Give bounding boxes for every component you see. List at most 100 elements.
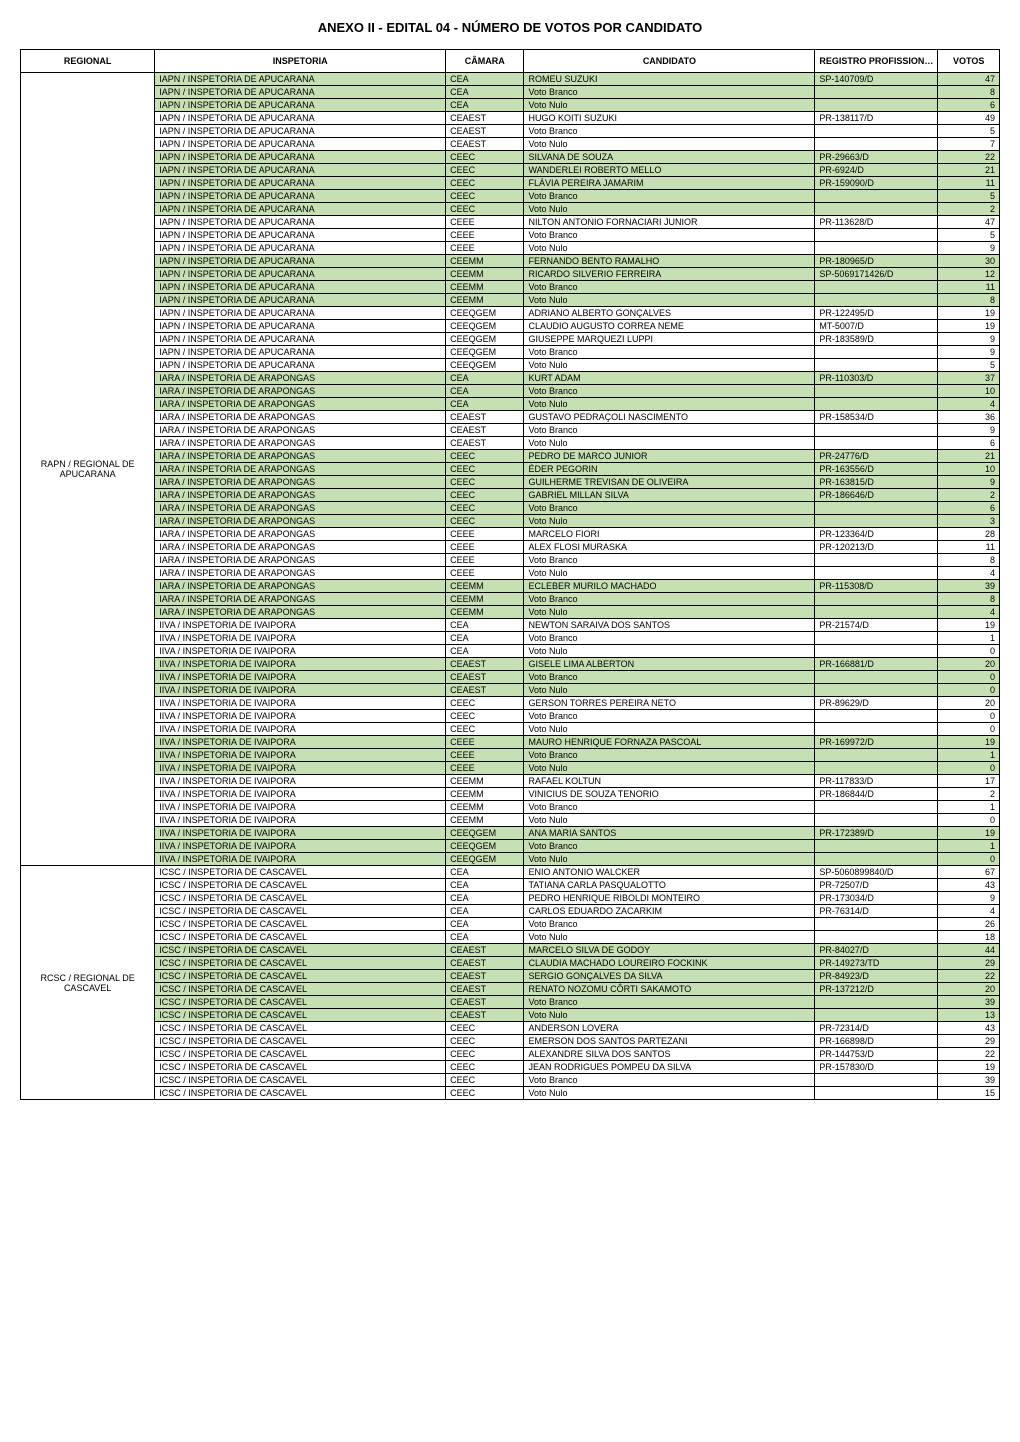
cell-candidato: Voto Branco (524, 229, 815, 242)
cell-inspetoria: ICSC / INSPETORIA DE CASCAVEL (155, 892, 446, 905)
cell-registro (815, 86, 938, 99)
cell-inspetoria: ICSC / INSPETORIA DE CASCAVEL (155, 970, 446, 983)
cell-candidato: ROMEU SUZUKI (524, 73, 815, 86)
cell-registro: PR-163556/D (815, 463, 938, 476)
cell-inspetoria: IAPN / INSPETORIA DE APUCARANA (155, 73, 446, 86)
table-row: IIVA / INSPETORIA DE IVAIPORACEECVoto Br… (21, 710, 1000, 723)
cell-candidato: CARLOS EDUARDO ZACARKIM (524, 905, 815, 918)
cell-camara: CEEC (446, 164, 524, 177)
cell-camara: CEAEST (446, 957, 524, 970)
table-row: IARA / INSPETORIA DE ARAPONGASCEECGUILHE… (21, 476, 1000, 489)
table-row: ICSC / INSPETORIA DE CASCAVELCEATATIANA … (21, 879, 1000, 892)
cell-votos: 5 (938, 359, 1000, 372)
cell-candidato: Voto Nulo (524, 203, 815, 216)
table-row: IIVA / INSPETORIA DE IVAIPORACEECGERSON … (21, 697, 1000, 710)
cell-inspetoria: IARA / INSPETORIA DE ARAPONGAS (155, 502, 446, 515)
table-row: IAPN / INSPETORIA DE APUCARANACEECWANDER… (21, 164, 1000, 177)
cell-camara: CEEC (446, 450, 524, 463)
col-registro: REGISTRO PROFISSIONAL (815, 50, 938, 73)
cell-votos: 2 (938, 203, 1000, 216)
cell-camara: CEA (446, 398, 524, 411)
cell-candidato: Voto Nulo (524, 853, 815, 866)
table-body: RAPN / REGIONAL DE APUCARANAIAPN / INSPE… (21, 73, 1000, 1100)
cell-candidato: FERNANDO BENTO RAMALHO (524, 255, 815, 268)
cell-inspetoria: ICSC / INSPETORIA DE CASCAVEL (155, 944, 446, 957)
table-row: IIVA / INSPETORIA DE IVAIPORACEANEWTON S… (21, 619, 1000, 632)
cell-registro: PR-84923/D (815, 970, 938, 983)
cell-votos: 9 (938, 476, 1000, 489)
cell-candidato: GERSON TORRES PEREIRA NETO (524, 697, 815, 710)
cell-inspetoria: IIVA / INSPETORIA DE IVAIPORA (155, 658, 446, 671)
cell-registro (815, 437, 938, 450)
cell-votos: 19 (938, 320, 1000, 333)
cell-inspetoria: IIVA / INSPETORIA DE IVAIPORA (155, 645, 446, 658)
cell-camara: CEA (446, 892, 524, 905)
cell-inspetoria: IAPN / INSPETORIA DE APUCARANA (155, 216, 446, 229)
cell-inspetoria: IARA / INSPETORIA DE ARAPONGAS (155, 437, 446, 450)
cell-registro (815, 242, 938, 255)
cell-candidato: ENIO ANTONIO WALCKER (524, 866, 815, 879)
cell-registro: PR-120213/D (815, 541, 938, 554)
cell-candidato: Voto Branco (524, 671, 815, 684)
cell-votos: 30 (938, 255, 1000, 268)
cell-candidato: MARCELO SILVA DE GODOY (524, 944, 815, 957)
table-row: IARA / INSPETORIA DE ARAPONGASCEEEALEX F… (21, 541, 1000, 554)
cell-candidato: Voto Nulo (524, 762, 815, 775)
cell-votos: 20 (938, 658, 1000, 671)
table-row: IAPN / INSPETORIA DE APUCARANACEEMMRICAR… (21, 268, 1000, 281)
cell-inspetoria: ICSC / INSPETORIA DE CASCAVEL (155, 905, 446, 918)
cell-inspetoria: IARA / INSPETORIA DE ARAPONGAS (155, 528, 446, 541)
table-row: IAPN / INSPETORIA DE APUCARANACEAESTVoto… (21, 138, 1000, 151)
table-row: IAPN / INSPETORIA DE APUCARANACEEQGEMVot… (21, 346, 1000, 359)
table-row: IARA / INSPETORIA DE ARAPONGASCEEEVoto B… (21, 554, 1000, 567)
cell-votos: 6 (938, 502, 1000, 515)
table-row: IARA / INSPETORIA DE ARAPONGASCEEEMARCEL… (21, 528, 1000, 541)
cell-registro (815, 398, 938, 411)
cell-votos: 11 (938, 177, 1000, 190)
cell-registro (815, 1074, 938, 1087)
table-row: ICSC / INSPETORIA DE CASCAVELCEAESTSERGI… (21, 970, 1000, 983)
cell-inspetoria: ICSC / INSPETORIA DE CASCAVEL (155, 1048, 446, 1061)
cell-candidato: TATIANA CARLA PASQUALOTTO (524, 879, 815, 892)
cell-camara: CEEMM (446, 268, 524, 281)
table-row: IIVA / INSPETORIA DE IVAIPORACEAESTVoto … (21, 684, 1000, 697)
cell-candidato: Voto Branco (524, 125, 815, 138)
cell-votos: 0 (938, 710, 1000, 723)
table-row: IIVA / INSPETORIA DE IVAIPORACEEQGEMANA … (21, 827, 1000, 840)
cell-inspetoria: IIVA / INSPETORIA DE IVAIPORA (155, 814, 446, 827)
cell-camara: CEEE (446, 216, 524, 229)
cell-camara: CEEQGEM (446, 853, 524, 866)
cell-camara: CEEC (446, 502, 524, 515)
cell-votos: 29 (938, 1035, 1000, 1048)
cell-inspetoria: IIVA / INSPETORIA DE IVAIPORA (155, 840, 446, 853)
cell-registro: PR-173034/D (815, 892, 938, 905)
cell-registro (815, 1009, 938, 1022)
cell-inspetoria: IAPN / INSPETORIA DE APUCARANA (155, 281, 446, 294)
cell-inspetoria: IAPN / INSPETORIA DE APUCARANA (155, 151, 446, 164)
table-row: IAPN / INSPETORIA DE APUCARANACEEQGEMVot… (21, 359, 1000, 372)
cell-inspetoria: IARA / INSPETORIA DE ARAPONGAS (155, 606, 446, 619)
cell-inspetoria: IIVA / INSPETORIA DE IVAIPORA (155, 723, 446, 736)
cell-registro: PR-169972/D (815, 736, 938, 749)
cell-inspetoria: IAPN / INSPETORIA DE APUCARANA (155, 320, 446, 333)
cell-votos: 5 (938, 190, 1000, 203)
cell-candidato: Voto Branco (524, 840, 815, 853)
cell-camara: CEEMM (446, 606, 524, 619)
cell-camara: CEEC (446, 476, 524, 489)
cell-registro: MT-5007/D (815, 320, 938, 333)
cell-votos: 9 (938, 346, 1000, 359)
cell-inspetoria: IARA / INSPETORIA DE ARAPONGAS (155, 541, 446, 554)
cell-inspetoria: IAPN / INSPETORIA DE APUCARANA (155, 177, 446, 190)
cell-registro (815, 229, 938, 242)
votes-table: REGIONAL INSPETORIA CÂMARA CANDIDATO REG… (20, 49, 1000, 1100)
cell-candidato: NILTON ANTONIO FORNACIARI JUNIOR (524, 216, 815, 229)
cell-registro (815, 359, 938, 372)
cell-votos: 1 (938, 749, 1000, 762)
cell-camara: CEA (446, 905, 524, 918)
cell-registro (815, 840, 938, 853)
cell-candidato: CLAUDIO AUGUSTO CORREA NEME (524, 320, 815, 333)
table-row: IARA / INSPETORIA DE ARAPONGASCEAESTVoto… (21, 424, 1000, 437)
cell-registro (815, 593, 938, 606)
table-row: ICSC / INSPETORIA DE CASCAVELCEAESTCLAUD… (21, 957, 1000, 970)
cell-registro (815, 762, 938, 775)
